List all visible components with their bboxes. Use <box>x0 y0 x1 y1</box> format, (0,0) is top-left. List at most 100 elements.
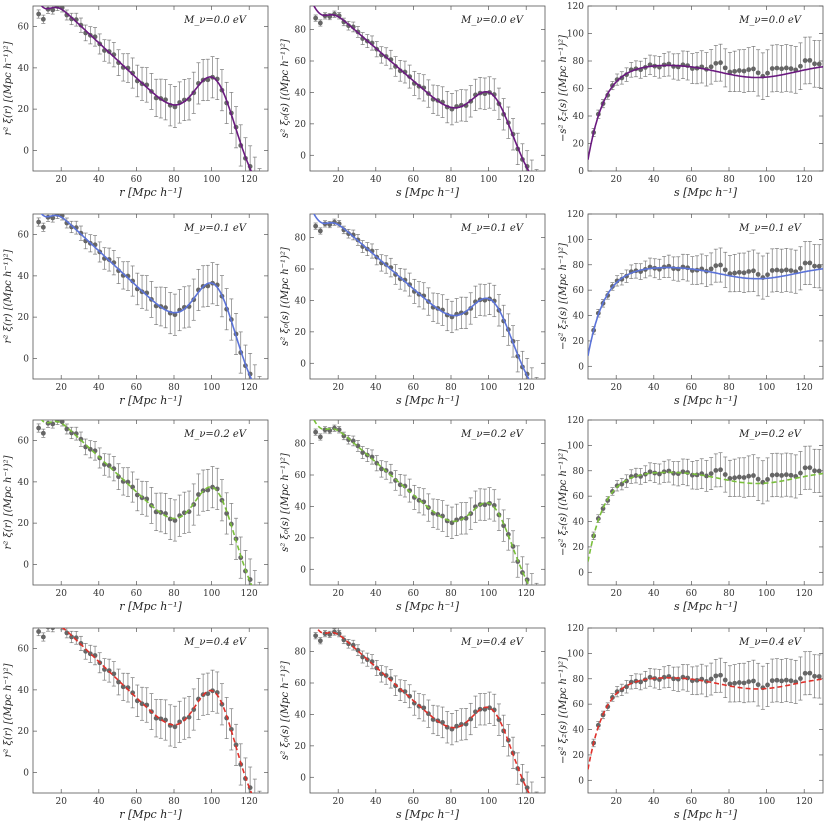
y-tick-label: 0 <box>23 560 29 570</box>
data-point <box>233 742 239 748</box>
y-tick-label: 40 <box>18 272 30 282</box>
data-point <box>718 60 723 66</box>
data-point <box>317 228 323 234</box>
x-tick-label: 40 <box>648 175 660 185</box>
data-point <box>262 815 267 820</box>
x-tick-label: 40 <box>648 589 660 599</box>
data-point <box>779 268 785 274</box>
data-point <box>751 473 756 478</box>
x-tick-label: 100 <box>203 175 220 185</box>
data-point <box>755 70 761 76</box>
x-axis-label: s [Mpc h⁻¹] <box>396 600 460 613</box>
data-point <box>614 483 620 489</box>
x-axis-label: s [Mpc h⁻¹] <box>396 186 460 199</box>
data-point <box>313 223 319 229</box>
data-point <box>454 723 460 729</box>
x-tick-label: 20 <box>610 589 622 599</box>
data-point <box>755 682 761 688</box>
plot-area <box>313 6 539 171</box>
y-tick-label: 100 <box>567 235 584 245</box>
data-point <box>713 673 719 679</box>
y-axis-label: −s² ξ₂(s) [(Mpc h⁻¹)²] <box>558 657 569 764</box>
model-curve <box>313 420 530 585</box>
data-point <box>50 628 56 631</box>
y-tick-label: 20 <box>18 727 30 737</box>
plot-area <box>313 420 539 585</box>
y-tick-label: 40 <box>573 518 585 528</box>
plot-frame <box>309 627 546 794</box>
panel-title: M_ν=0.1 eV <box>738 223 803 234</box>
data-point <box>783 677 789 683</box>
data-point <box>779 66 785 72</box>
data-point <box>680 469 686 475</box>
y-tick-label: 0 <box>578 362 584 372</box>
y-tick-label: 20 <box>18 313 30 323</box>
x-tick-label: 60 <box>131 175 143 185</box>
data-point <box>812 61 817 67</box>
x-tick-label: 40 <box>93 383 105 393</box>
data-point <box>774 267 780 273</box>
data-point <box>633 473 639 478</box>
data-point <box>746 473 752 479</box>
y-tick-label: 0 <box>23 354 29 364</box>
data-point <box>746 679 752 685</box>
data-point <box>539 395 544 400</box>
x-tick-label: 120 <box>518 383 535 393</box>
model-curve <box>61 628 253 793</box>
y-axis-label: s² ξ₀(s) [(Mpc h⁻¹)²] <box>280 247 291 346</box>
y-tick-label: 100 <box>567 649 584 659</box>
x-tick-label: 120 <box>518 797 535 807</box>
x-tick-label: 120 <box>796 383 813 393</box>
panel-title: M_ν=0.4 eV <box>460 637 525 648</box>
y-tick-label: 0 <box>578 167 584 177</box>
y-tick-label: 20 <box>573 751 585 761</box>
x-tick-label: 100 <box>203 589 220 599</box>
x-tick-label: 40 <box>370 175 382 185</box>
y-tick-label: 60 <box>573 286 585 296</box>
plot-area <box>588 651 823 770</box>
data-point <box>524 785 530 791</box>
x-tick-label: 20 <box>332 383 344 393</box>
data-point <box>788 66 794 72</box>
data-point <box>317 434 323 440</box>
x-tick-label: 100 <box>480 797 497 807</box>
data-point <box>125 479 131 485</box>
y-axis-label: −s² ξ₂(s) [(Mpc h⁻¹)²] <box>558 35 569 142</box>
x-tick-label: 100 <box>758 589 775 599</box>
data-point <box>788 472 794 478</box>
data-point <box>779 473 785 478</box>
data-point <box>360 450 366 455</box>
x-tick-label: 100 <box>203 797 220 807</box>
data-point <box>769 678 775 684</box>
x-tick-label: 40 <box>648 797 660 807</box>
plot-frame <box>587 627 824 794</box>
y-tick-label: 60 <box>18 437 30 447</box>
plot-area <box>588 241 823 356</box>
data-point <box>595 722 601 728</box>
panel-title: M_ν=0.2 eV <box>738 429 803 440</box>
data-point <box>798 63 803 69</box>
plot-area <box>313 628 539 793</box>
data-point <box>802 58 808 63</box>
x-axis-label: s [Mpc h⁻¹] <box>674 186 738 199</box>
data-point <box>774 65 780 71</box>
data-point <box>257 600 262 605</box>
plot-frame <box>32 5 269 172</box>
data-point <box>816 468 822 474</box>
data-point <box>614 278 620 284</box>
data-point <box>172 312 178 318</box>
plot-area <box>588 36 823 160</box>
y-axis-label: r² ξ(r) [(Mpc h⁻¹)²] <box>3 455 14 549</box>
data-point <box>313 429 319 435</box>
x-tick-label: 100 <box>758 797 775 807</box>
data-point <box>779 678 785 684</box>
model-curve <box>588 471 823 562</box>
x-tick-label: 60 <box>131 797 143 807</box>
x-tick-label: 100 <box>480 175 497 185</box>
data-point <box>783 472 789 478</box>
data-point <box>812 263 817 269</box>
data-point <box>765 682 770 688</box>
x-tick-label: 120 <box>241 797 258 807</box>
